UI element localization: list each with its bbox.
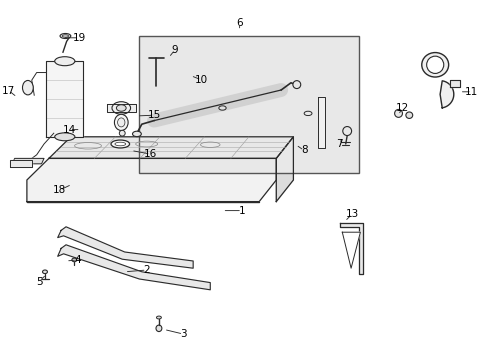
Ellipse shape	[394, 109, 402, 117]
Text: 16: 16	[143, 149, 157, 159]
Ellipse shape	[72, 258, 77, 262]
Text: 12: 12	[394, 103, 408, 113]
Text: 8: 8	[300, 145, 307, 156]
Text: 15: 15	[147, 110, 161, 120]
Polygon shape	[58, 227, 193, 268]
Text: 6: 6	[236, 18, 243, 28]
Text: 13: 13	[345, 209, 358, 219]
Polygon shape	[439, 81, 453, 108]
Ellipse shape	[156, 316, 161, 319]
Text: 1: 1	[238, 206, 245, 216]
Ellipse shape	[114, 114, 128, 130]
Text: 18: 18	[53, 185, 66, 195]
Text: 11: 11	[464, 87, 478, 97]
Text: 17: 17	[2, 86, 16, 96]
Ellipse shape	[342, 126, 351, 135]
Ellipse shape	[421, 53, 448, 77]
Ellipse shape	[22, 81, 33, 95]
Polygon shape	[46, 61, 83, 137]
Text: 7: 7	[336, 139, 343, 149]
Ellipse shape	[292, 81, 300, 89]
Ellipse shape	[115, 142, 125, 146]
Ellipse shape	[112, 102, 130, 114]
Polygon shape	[106, 104, 136, 112]
Polygon shape	[342, 232, 360, 268]
Text: 5: 5	[36, 276, 42, 287]
Text: 19: 19	[72, 33, 86, 43]
Text: 2: 2	[143, 265, 150, 275]
Ellipse shape	[116, 105, 126, 111]
Bar	[139, 36, 359, 173]
Ellipse shape	[132, 131, 141, 136]
Polygon shape	[10, 160, 32, 167]
Ellipse shape	[55, 133, 75, 141]
Text: 3: 3	[180, 329, 186, 339]
Ellipse shape	[119, 130, 125, 136]
Polygon shape	[12, 158, 44, 164]
Polygon shape	[449, 80, 459, 87]
Ellipse shape	[60, 33, 71, 39]
Ellipse shape	[426, 56, 443, 73]
Polygon shape	[317, 97, 325, 148]
Text: 14: 14	[62, 125, 76, 135]
Ellipse shape	[42, 270, 47, 274]
Text: 4: 4	[74, 255, 81, 265]
Text: 9: 9	[171, 45, 178, 55]
Ellipse shape	[117, 118, 125, 127]
Ellipse shape	[111, 140, 129, 148]
Polygon shape	[27, 158, 276, 202]
Ellipse shape	[156, 325, 162, 332]
Polygon shape	[339, 223, 362, 274]
Polygon shape	[276, 137, 293, 202]
Ellipse shape	[304, 111, 311, 116]
Text: 10: 10	[195, 75, 207, 85]
Ellipse shape	[55, 57, 75, 66]
Polygon shape	[49, 137, 293, 158]
Ellipse shape	[62, 35, 68, 37]
Polygon shape	[58, 245, 210, 290]
Ellipse shape	[405, 112, 412, 118]
Ellipse shape	[218, 106, 225, 110]
